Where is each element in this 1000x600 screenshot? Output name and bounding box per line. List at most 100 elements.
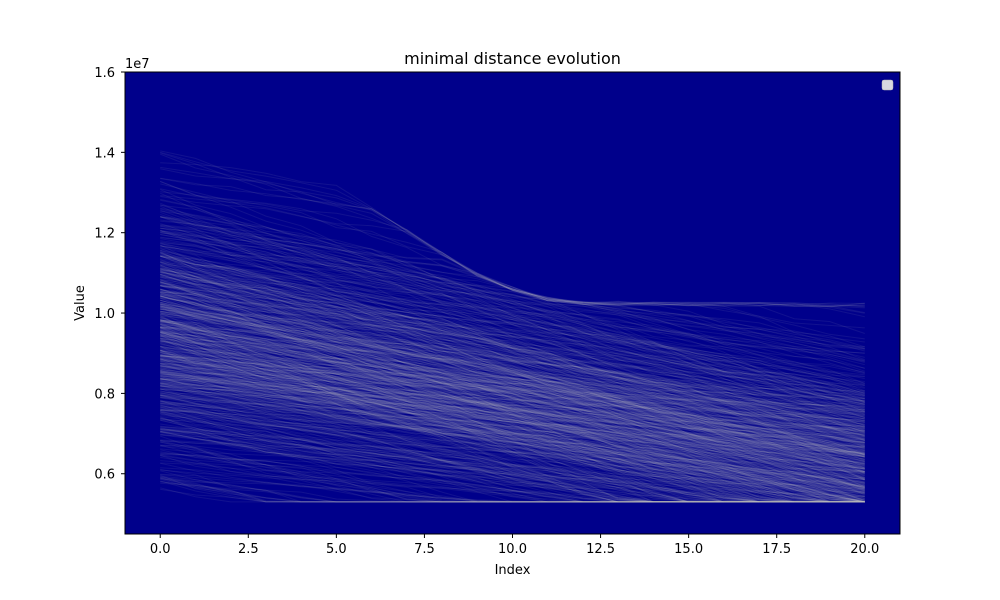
series-line: [160, 333, 865, 503]
series-line: [160, 362, 865, 503]
series-line: [160, 336, 865, 481]
series-line: [160, 303, 865, 452]
series-line: [160, 305, 865, 490]
series-line: [160, 431, 865, 503]
series-line: [160, 271, 866, 473]
series-line: [160, 337, 865, 503]
series-line: [160, 385, 865, 503]
series-line: [160, 375, 865, 503]
series-line: [160, 325, 865, 427]
series-line: [160, 191, 865, 314]
series-line: [160, 400, 865, 469]
series-line: [160, 357, 865, 423]
series-line: [160, 350, 865, 455]
series-line: [160, 354, 865, 492]
series-line: [160, 338, 865, 454]
series-line: [160, 281, 865, 437]
series-line: [160, 377, 865, 503]
y-tick-label: 0.6: [94, 468, 115, 483]
series-line: [160, 440, 865, 494]
series-line: [160, 281, 865, 493]
series-line: [160, 416, 865, 503]
series-line: [160, 395, 865, 503]
series-line: [160, 335, 865, 503]
series-line: [160, 476, 865, 503]
series-line: [160, 327, 865, 503]
series-line: [160, 248, 865, 432]
series-line: [160, 152, 865, 334]
series-line: [160, 375, 865, 432]
series-line: [160, 351, 865, 503]
series-line: [160, 198, 866, 403]
series-line: [160, 349, 865, 503]
series-line: [160, 281, 865, 462]
series-line: [160, 252, 865, 417]
series-line: [160, 255, 865, 429]
series-line: [160, 168, 865, 307]
series-line: [160, 233, 865, 420]
series-line: [160, 232, 866, 462]
series-line: [160, 356, 865, 401]
series-line: [160, 211, 865, 402]
series-line: [160, 294, 865, 459]
series-line: [159, 314, 865, 503]
series-line: [160, 306, 865, 452]
series-line: [160, 276, 865, 420]
series-line: [160, 425, 865, 503]
series-line: [160, 355, 865, 400]
series-line: [160, 264, 865, 477]
series-line: [160, 302, 865, 458]
series-line: [160, 392, 865, 498]
series-line: [160, 365, 865, 473]
series-line: [160, 339, 865, 455]
series-line: [160, 335, 865, 448]
series-line: [160, 333, 865, 445]
series-line: [160, 274, 865, 406]
series-line: [160, 269, 865, 473]
series-line: [160, 319, 865, 503]
series-line: [160, 431, 865, 503]
series-line: [160, 435, 865, 503]
series-line: [160, 454, 865, 503]
series-line: [160, 319, 865, 467]
series-line: [160, 382, 865, 503]
series-line: [159, 332, 865, 503]
series-line: [160, 388, 865, 447]
series-line: [160, 177, 865, 308]
series-line: [160, 417, 865, 503]
series-line: [160, 291, 865, 386]
series-line: [160, 355, 865, 412]
series-line: [160, 411, 865, 503]
series-line: [160, 355, 865, 448]
series-line: [160, 362, 865, 503]
series-line: [160, 359, 865, 414]
series-line: [160, 462, 865, 503]
series-line: [160, 326, 865, 435]
series-line: [160, 384, 865, 501]
series-line: [160, 153, 865, 348]
series-line: [160, 339, 865, 441]
series-line: [160, 326, 865, 444]
series-line: [160, 365, 865, 458]
series-line: [160, 470, 865, 503]
series-line: [160, 327, 865, 502]
series-line: [160, 394, 865, 470]
series-line: [160, 387, 865, 503]
series-line: [160, 297, 865, 492]
series-line: [160, 418, 865, 503]
series-line: [160, 360, 865, 503]
series-line: [160, 397, 865, 503]
series-line: [160, 341, 865, 470]
series-line: [160, 351, 865, 503]
series-line: [160, 327, 865, 479]
series-line: [160, 220, 865, 392]
series-line: [160, 354, 865, 474]
series-line: [160, 329, 865, 440]
series-line: [160, 334, 865, 478]
series-line: [160, 242, 865, 434]
series-line: [160, 428, 865, 503]
series-line: [160, 322, 865, 503]
series-line: [160, 366, 865, 432]
series-line: [160, 382, 865, 503]
series-line: [160, 305, 865, 457]
